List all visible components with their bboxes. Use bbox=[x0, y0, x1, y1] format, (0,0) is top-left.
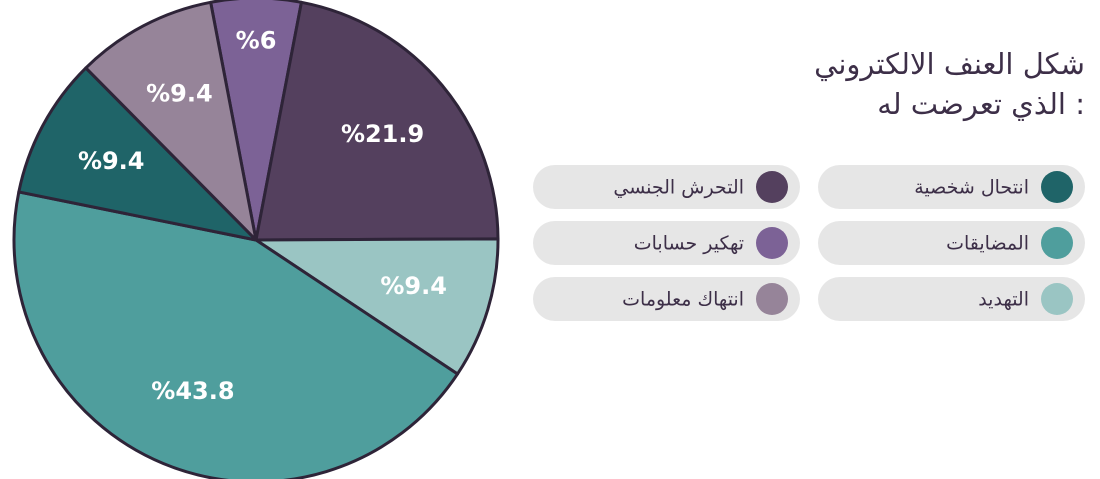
legend-label: انتهاك معلومات bbox=[622, 289, 744, 311]
legend-swatch bbox=[1041, 171, 1073, 203]
legend-label: انتحال شخصية bbox=[914, 177, 1029, 199]
pie-slice bbox=[254, 0, 500, 242]
legend-item-bg bbox=[533, 277, 800, 321]
pie-slice bbox=[254, 237, 500, 376]
legend-label: تهكير حسابات bbox=[634, 233, 744, 255]
legend-item-bg bbox=[818, 277, 1085, 321]
legend-item-bg bbox=[818, 221, 1085, 265]
legend-label: التهديد bbox=[978, 289, 1029, 311]
legend-swatch bbox=[1041, 283, 1073, 315]
legend-swatch bbox=[1041, 227, 1073, 259]
legend-item-bg bbox=[533, 221, 800, 265]
legend-item-bg bbox=[818, 165, 1085, 209]
pie-slice bbox=[17, 66, 258, 242]
chart-title: الذي تعرضت له : bbox=[877, 87, 1085, 121]
legend-swatch bbox=[756, 227, 788, 259]
data-label: %43.8 bbox=[151, 377, 234, 405]
legend-swatch bbox=[756, 283, 788, 315]
data-label: %9.4 bbox=[146, 79, 213, 107]
chart-title: شكل العنف الالكتروني bbox=[814, 47, 1085, 82]
data-label: %21.9 bbox=[341, 120, 424, 148]
legend-swatch bbox=[756, 171, 788, 203]
legend-item-bg bbox=[533, 165, 800, 209]
pie-slice bbox=[12, 190, 460, 479]
data-label: %6 bbox=[236, 27, 277, 55]
data-label: %9.4 bbox=[380, 272, 447, 300]
pie-slice bbox=[84, 0, 258, 242]
legend-label: المضايقات bbox=[946, 233, 1029, 255]
legend-label: التحرش الجنسي bbox=[613, 177, 744, 199]
data-label: %9.4 bbox=[78, 147, 145, 175]
